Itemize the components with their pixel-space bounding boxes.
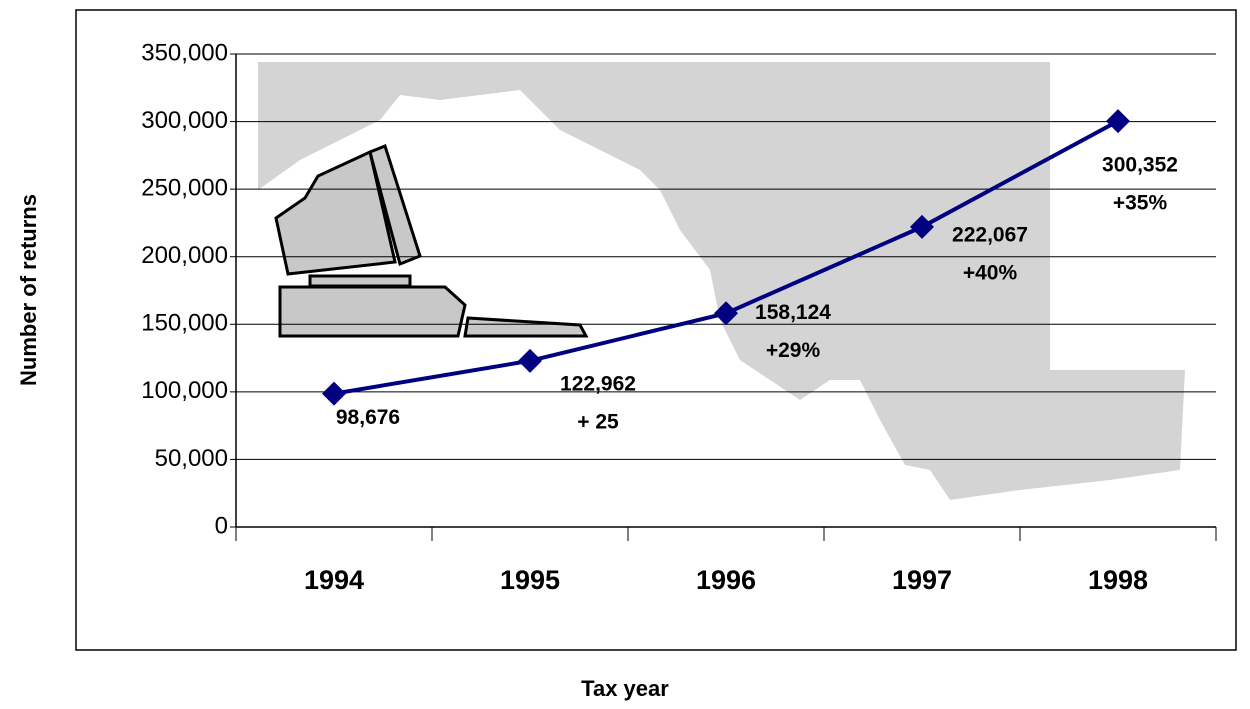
data-label: 158,124: [755, 301, 831, 324]
y-tick-label: 350,000: [141, 39, 228, 66]
map-shape: [258, 62, 1185, 500]
x-tick-label: 1996: [696, 565, 756, 595]
annotation: + 25: [577, 410, 619, 433]
y-tick-label: 200,000: [141, 242, 228, 269]
y-axis-title: Number of returns: [16, 194, 41, 386]
data-label: 98,676: [336, 406, 400, 429]
data-label: 122,962: [560, 372, 636, 395]
data-point: [1106, 109, 1130, 134]
y-tick-label: 250,000: [141, 174, 228, 201]
data-point: [518, 348, 542, 373]
y-tick-label: 100,000: [141, 377, 228, 404]
y-tick-label: 300,000: [141, 107, 228, 134]
data-point: [910, 214, 934, 239]
x-tick-label: 1997: [892, 565, 952, 595]
data-label: 300,352: [1102, 154, 1178, 177]
monitor-side: [368, 144, 422, 267]
y-tick-label: 150,000: [141, 310, 228, 337]
annotation: +29%: [766, 339, 821, 362]
cpu-box: [278, 285, 467, 338]
data-point: [322, 381, 346, 406]
y-tick-label: 50,000: [155, 445, 228, 472]
annotation: +35%: [1113, 192, 1168, 215]
x-tick-label: 1994: [304, 565, 364, 595]
keyboard: [463, 316, 589, 338]
data-point: [714, 301, 738, 326]
y-tick-label: 0: [215, 512, 228, 539]
background-map: [258, 62, 1185, 500]
data-label: 222,067: [952, 223, 1028, 246]
computer-icon: [274, 144, 589, 338]
x-tick-label: 1995: [500, 565, 560, 595]
x-axis-title: Tax year: [581, 676, 669, 701]
annotation: +40%: [963, 261, 1018, 284]
x-tick-label: 1998: [1088, 565, 1148, 595]
monitor-base: [308, 274, 412, 288]
